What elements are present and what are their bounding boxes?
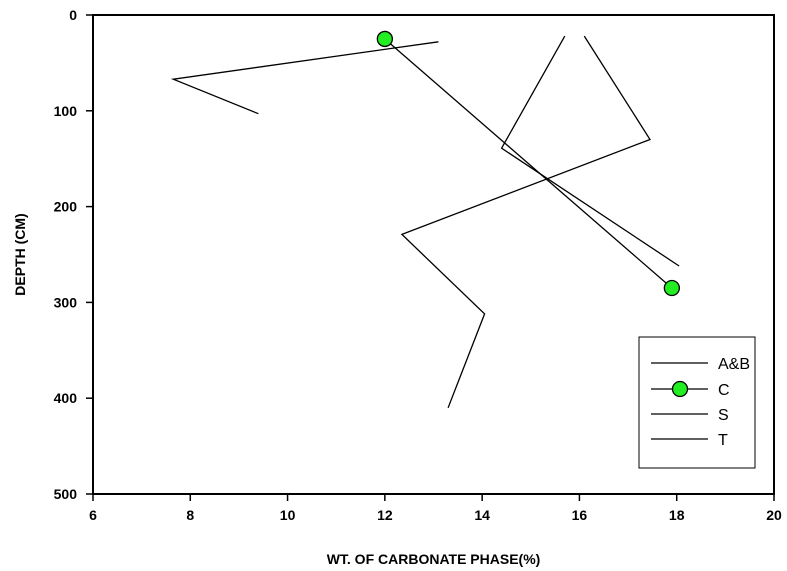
series-line-s (500, 35, 680, 267)
series-line-a-b (170, 41, 439, 115)
x-tick-label: 18 (669, 507, 685, 523)
legend-label: A&B (718, 356, 750, 373)
legend-label: T (718, 432, 728, 449)
y-tick-label: 0 (69, 7, 77, 23)
legend-label: C (718, 382, 730, 399)
y-tick-label: 500 (54, 486, 78, 502)
y-tick-label: 400 (54, 390, 78, 406)
x-tick-label: 10 (280, 507, 296, 523)
data-point-c (376, 30, 394, 48)
series-line-c (384, 38, 673, 289)
legend-label: S (718, 407, 729, 424)
x-tick-label: 20 (766, 507, 782, 523)
y-axis-title: DEPTH (CM) (12, 213, 28, 295)
legend: A&B CST (638, 336, 756, 469)
y-tick-label: 300 (54, 294, 78, 310)
x-tick-label: 16 (572, 507, 588, 523)
y-tick-label: 200 (54, 199, 78, 215)
legend-item-s: S (651, 407, 729, 424)
plot-frame (92, 14, 775, 495)
legend-box (638, 336, 756, 469)
data-point-c (663, 279, 680, 297)
series-a-b (170, 41, 439, 115)
series-line-t (400, 35, 651, 409)
legend-marker (671, 380, 689, 398)
legend-item-a-b: A&B (651, 356, 750, 373)
x-axis-title: WT. OF CARBONATE PHASE(%) (327, 551, 541, 567)
series-c (376, 30, 680, 297)
legend-item-c: C (651, 380, 730, 399)
x-tick-label: 14 (474, 507, 490, 523)
series-s (500, 35, 680, 267)
x-tick-label: 8 (186, 507, 194, 523)
plot-area-border (92, 14, 775, 495)
y-tick-label: 100 (54, 103, 78, 119)
series-layer (170, 30, 680, 409)
x-tick-label: 6 (89, 507, 97, 523)
series-t (400, 35, 651, 409)
x-tick-label: 12 (377, 507, 393, 523)
legend-item-t: T (651, 432, 728, 449)
